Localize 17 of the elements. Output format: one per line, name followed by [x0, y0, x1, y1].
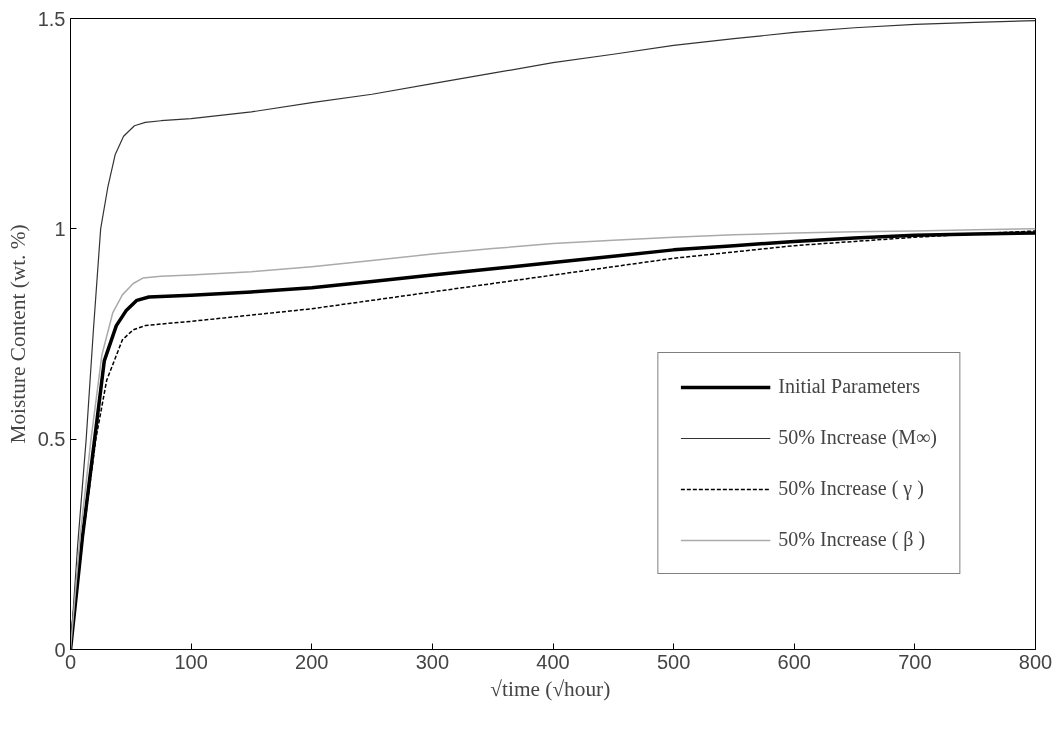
y-axis-title: Moisture Content (wt. %) [5, 224, 30, 444]
y-tick-label: 0.5 [37, 428, 66, 451]
legend-label: 50% Increase ( γ ) [778, 477, 924, 500]
legend-label: Initial Parameters [778, 375, 920, 398]
x-tick-label: 100 [174, 650, 208, 673]
x-tick-label: 400 [536, 650, 570, 673]
x-tick-label: 500 [656, 650, 691, 673]
x-tick-label: 600 [777, 650, 811, 673]
x-tick-label: 800 [1018, 650, 1053, 673]
x-tick-label: 300 [415, 650, 450, 673]
legend-label: 50% Increase (M∞) [778, 426, 937, 449]
x-tick-label: 700 [898, 650, 932, 673]
y-tick-label: 1.5 [37, 7, 66, 30]
y-tick-label: 1 [54, 217, 66, 240]
x-tick-label: 200 [295, 650, 329, 673]
legend-label: 50% Increase ( β ) [778, 528, 926, 551]
x-axis-title: √time (√hour) [490, 676, 611, 701]
